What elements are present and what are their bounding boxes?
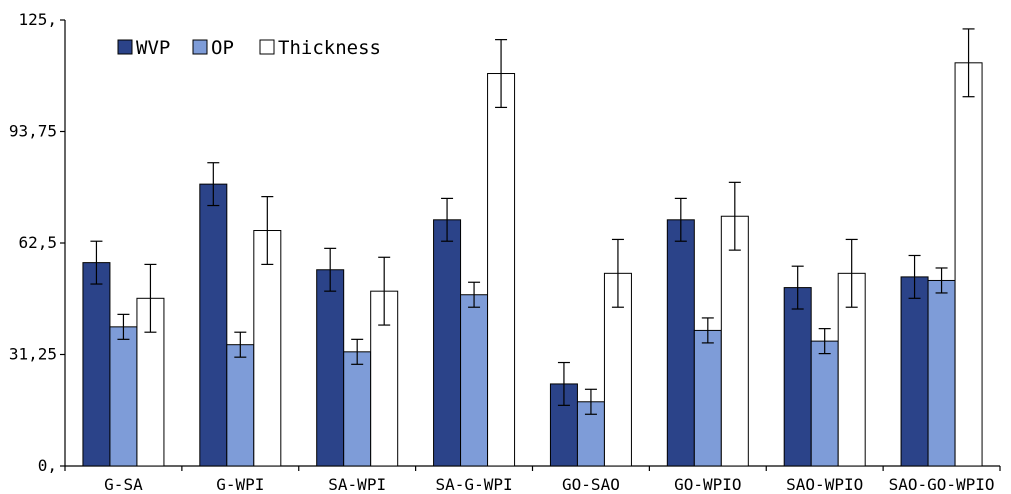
y-tick-label: 93,75: [9, 122, 57, 141]
bar-op-sao-wpio: [810, 340, 839, 467]
legend-swatch-op: [192, 39, 208, 55]
bars: [82, 28, 983, 467]
bar-thickness-sa-g-wpi: [487, 73, 516, 467]
x-tick-label: SA-G-WPI: [436, 475, 513, 494]
legend-label-wvp: WVP: [136, 37, 170, 59]
bar-wvp-sao-go-wpio: [900, 276, 929, 467]
x-tick-label: SA-WPI: [328, 475, 386, 494]
x-tick-label: G-WPI: [216, 475, 264, 494]
legend-swatch-wvp: [117, 39, 133, 55]
bar-wvp-sao-wpio: [783, 287, 812, 467]
legend-label-thickness: Thickness: [278, 37, 381, 59]
y-tick-label: 62,5: [18, 233, 57, 252]
bar-op-g-sa: [109, 326, 138, 467]
legend-label-op: OP: [211, 37, 234, 59]
bar-op-g-wpi: [226, 344, 255, 467]
legend: WVP OP Thickness: [117, 37, 381, 59]
bar-wvp-g-wpi: [199, 183, 228, 467]
legend-swatch-thickness: [259, 39, 275, 55]
x-tick-label: G-SA: [104, 475, 143, 494]
bar-op-go-wpio: [693, 329, 722, 467]
x-ticks: G-SA G-WPI SA-WPI SA-G-WPI GO-SAO GO-WPIO SAO-…: [64, 466, 1001, 494]
bar-wvp-g-sa: [82, 262, 111, 467]
y-tick-label: 125,: [18, 10, 57, 29]
x-tick-label: GO-WPIO: [674, 475, 741, 494]
bar-thickness-go-wpio: [720, 215, 749, 467]
bar-op-sa-wpi: [343, 351, 372, 467]
bar-op-sa-g-wpi: [460, 294, 489, 467]
y-ticks: 0, 31,25 62,5 93,75 125,: [9, 10, 65, 475]
bar-wvp-go-wpio: [666, 219, 695, 467]
x-tick-label: GO-SAO: [562, 475, 620, 494]
bar-thickness-sao-go-wpio: [954, 62, 983, 467]
x-tick-label: SAO-GO-WPIO: [889, 475, 995, 494]
bar-wvp-sa-g-wpi: [433, 219, 462, 467]
y-tick-label: 0,: [38, 456, 57, 475]
x-tick-label: SAO-WPIO: [786, 475, 863, 494]
bar-wvp-sa-wpi: [316, 269, 345, 467]
y-tick-label: 31,25: [9, 345, 57, 364]
bar-op-sao-go-wpio: [927, 279, 956, 467]
bar-thickness-g-wpi: [253, 230, 282, 467]
